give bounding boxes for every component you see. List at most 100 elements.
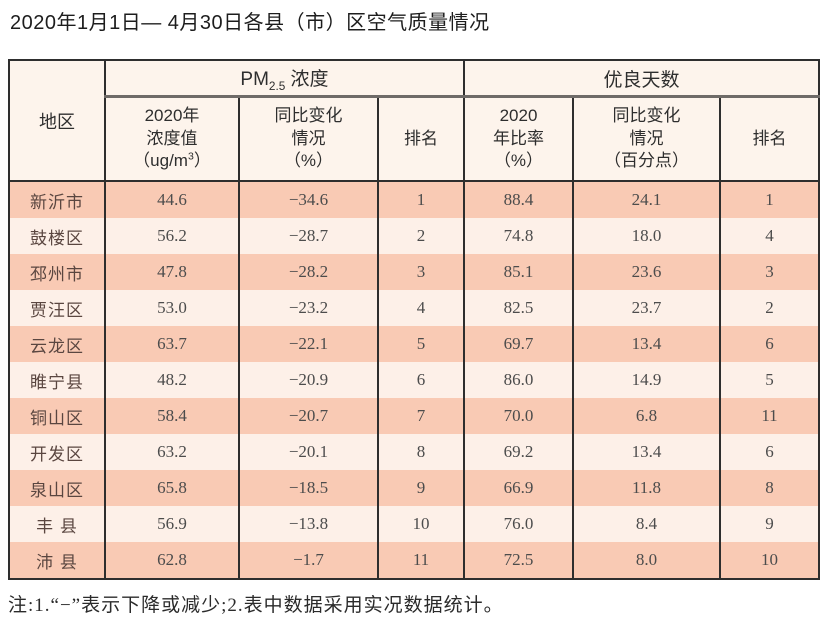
table-row: 沛 县 62.8 −1.7 11 72.5 8.0 10 <box>8 542 821 579</box>
good-change-cell: 13.4 <box>572 434 721 470</box>
good-rank-cell: 3 <box>718 254 821 290</box>
region-cell: 贾汪区 <box>8 290 106 326</box>
good-rank-cell: 11 <box>718 398 821 434</box>
table-row: 铜山区 58.4 −20.7 7 70.0 6.8 11 <box>8 398 821 434</box>
pm-value-cell: 56.9 <box>104 506 240 542</box>
column-header-pm-rank: 排名 <box>377 96 465 182</box>
page-title: 2020年1月1日— 4月30日各县（市）区空气质量情况 <box>10 12 490 34</box>
region-cell: 新沂市 <box>8 181 106 218</box>
good-change-cell: 14.9 <box>572 362 721 398</box>
pm-rank-cell: 10 <box>377 506 465 542</box>
region-cell: 云龙区 <box>8 326 106 362</box>
good-rate-cell: 72.5 <box>463 542 574 579</box>
pm-rank-cell: 9 <box>377 470 465 506</box>
good-change-cell: 8.4 <box>572 506 721 542</box>
pm-rank-cell: 4 <box>377 290 465 326</box>
good-rate-cell: 66.9 <box>463 470 574 506</box>
pm-change-cell: −1.7 <box>238 542 379 579</box>
table-row: 邳州市 47.8 −28.2 3 85.1 23.6 3 <box>8 254 821 290</box>
pm-change-cell: −20.7 <box>238 398 379 434</box>
pm-rank-cell: 6 <box>377 362 465 398</box>
table-row: 睢宁县 48.2 −20.9 6 86.0 14.9 5 <box>8 362 821 398</box>
region-cell: 睢宁县 <box>8 362 106 398</box>
air-quality-table: 地区 PM2.5 浓度 优良天数 2020年 浓度值 （ug/m3） 同比变化 … <box>8 59 821 580</box>
region-cell: 开发区 <box>8 434 106 470</box>
group-header-good-days: 优良天数 <box>462 60 821 98</box>
pm-value-cell: 63.2 <box>104 434 240 470</box>
table-row: 新沂市 44.6 −34.6 1 88.4 24.1 1 <box>8 181 821 218</box>
good-rate-cell: 76.0 <box>463 506 574 542</box>
column-header-good-rank: 排名 <box>718 96 821 182</box>
good-rate-cell: 82.5 <box>463 290 574 326</box>
good-change-cell: 13.4 <box>572 326 721 362</box>
pm-rank-cell: 11 <box>377 542 465 579</box>
group-header-pm25: PM2.5 浓度 <box>104 60 465 98</box>
good-rank-cell: 1 <box>718 181 821 218</box>
pm-value-cell: 47.8 <box>104 254 240 290</box>
good-rank-cell: 2 <box>718 290 821 326</box>
region-cell: 沛 县 <box>8 542 106 579</box>
pm-change-cell: −18.5 <box>238 470 379 506</box>
pm-subscript: 2.5 <box>268 79 286 93</box>
table-header: 地区 PM2.5 浓度 优良天数 2020年 浓度值 （ug/m3） 同比变化 … <box>8 60 821 182</box>
good-change-cell: 6.8 <box>572 398 721 434</box>
good-rate-cell: 69.7 <box>463 326 574 362</box>
pm-value-cell: 62.8 <box>104 542 240 579</box>
column-header-region: 地区 <box>8 60 106 182</box>
good-change-cell: 18.0 <box>572 218 721 254</box>
region-cell: 泉山区 <box>8 470 106 506</box>
region-cell: 鼓楼区 <box>8 218 106 254</box>
region-cell: 丰 县 <box>8 506 106 542</box>
table-row: 贾汪区 53.0 −23.2 4 82.5 23.7 2 <box>8 290 821 326</box>
pm-change-cell: −28.7 <box>238 218 379 254</box>
good-rank-cell: 9 <box>718 506 821 542</box>
good-rate-cell: 85.1 <box>463 254 574 290</box>
pm-rank-cell: 7 <box>377 398 465 434</box>
good-change-cell: 23.6 <box>572 254 721 290</box>
pm-change-cell: −28.2 <box>238 254 379 290</box>
good-rate-cell: 69.2 <box>463 434 574 470</box>
table-row: 开发区 63.2 −20.1 8 69.2 13.4 6 <box>8 434 821 470</box>
pm-value-cell: 53.0 <box>104 290 240 326</box>
good-days-label: 优良天数 <box>603 69 680 91</box>
column-header-pm-value: 2020年 浓度值 （ug/m3） <box>104 96 240 182</box>
pm-rank-cell: 1 <box>377 181 465 218</box>
pm-change-cell: −20.1 <box>238 434 379 470</box>
region-cell: 邳州市 <box>8 254 106 290</box>
table-row: 鼓楼区 56.2 −28.7 2 74.8 18.0 4 <box>8 218 821 254</box>
table-row: 丰 县 56.9 −13.8 10 76.0 8.4 9 <box>8 506 821 542</box>
table-row: 云龙区 63.7 −22.1 5 69.7 13.4 6 <box>8 326 821 362</box>
column-header-pm-change: 同比变化 情况 （%） <box>238 96 379 182</box>
good-rank-cell: 8 <box>718 470 821 506</box>
pm-rank-cell: 3 <box>377 254 465 290</box>
table-body: 新沂市 44.6 −34.6 1 88.4 24.1 1 鼓楼区 56.2 −28.7 2 74.8 1… <box>8 181 821 579</box>
pm-value-cell: 48.2 <box>104 362 240 398</box>
good-change-cell: 8.0 <box>572 542 721 579</box>
good-change-cell: 11.8 <box>572 470 721 506</box>
good-rank-cell: 6 <box>718 326 821 362</box>
pm-rank-cell: 8 <box>377 434 465 470</box>
good-rank-cell: 6 <box>718 434 821 470</box>
good-rate-cell: 88.4 <box>463 181 574 218</box>
good-rate-cell: 70.0 <box>463 398 574 434</box>
column-header-good-change: 同比变化 情况 （百分点） <box>572 96 721 182</box>
pm-label: PM <box>240 68 269 90</box>
pm-value-cell: 44.6 <box>104 181 240 218</box>
pm-value-cell: 65.8 <box>104 470 240 506</box>
pm-value-cell: 58.4 <box>104 398 240 434</box>
column-header-good-rate: 2020 年比率 （%） <box>463 96 574 182</box>
pm-value-cell: 63.7 <box>104 326 240 362</box>
good-change-cell: 24.1 <box>572 181 721 218</box>
good-change-cell: 23.7 <box>572 290 721 326</box>
pm-suffix: 浓度 <box>285 68 329 90</box>
good-rank-cell: 10 <box>718 542 821 579</box>
pm-change-cell: −34.6 <box>238 181 379 218</box>
good-rank-cell: 4 <box>718 218 821 254</box>
table-row: 泉山区 65.8 −18.5 9 66.9 11.8 8 <box>8 470 821 506</box>
pm-change-cell: −13.8 <box>238 506 379 542</box>
pm-rank-cell: 5 <box>377 326 465 362</box>
pm-change-cell: −23.2 <box>238 290 379 326</box>
good-rate-cell: 86.0 <box>463 362 574 398</box>
good-rate-cell: 74.8 <box>463 218 574 254</box>
